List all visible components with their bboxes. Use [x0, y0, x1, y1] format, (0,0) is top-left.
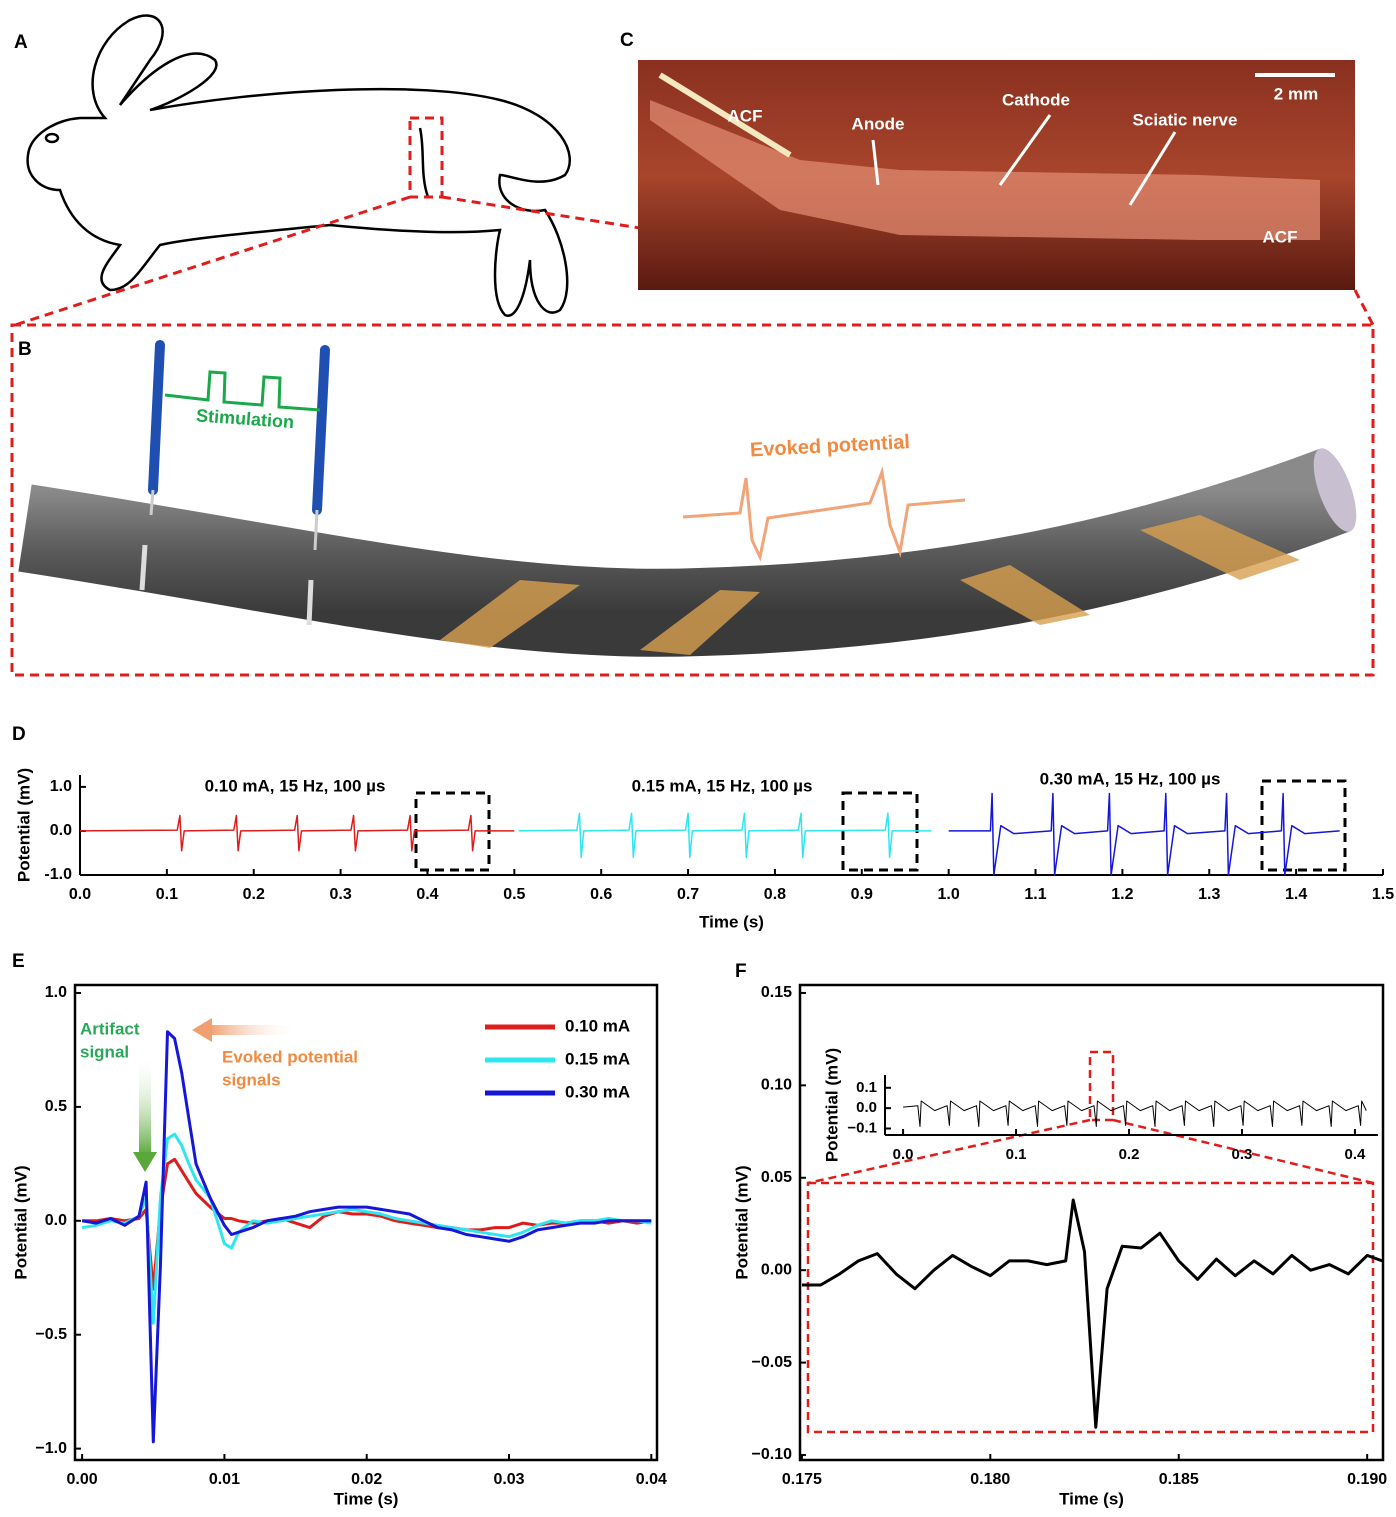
y-tick-label: 1.0	[50, 778, 72, 795]
x-tick-label: 0.4	[1345, 1146, 1367, 1163]
x-tick-label: 1.0	[938, 886, 960, 903]
y-axis-label: Potential (mV)	[732, 1165, 751, 1279]
annotation: signal	[80, 1042, 129, 1061]
x-tick-label: 0.2	[1119, 1146, 1140, 1163]
photo-label: ACF	[1263, 227, 1298, 246]
x-axis-label: Time (s)	[699, 912, 764, 931]
x-tick-label: 0.04	[636, 1471, 667, 1488]
x-tick-label: 1.3	[1198, 886, 1220, 903]
stim-wave	[165, 372, 320, 410]
y-tick-label: 0.0	[856, 1099, 877, 1116]
x-axis-label: Time (s)	[1059, 1489, 1124, 1508]
annotation: Evoked potential	[222, 1047, 358, 1066]
figure: ACF Anode Cathode Sciatic nerve ACF 2 mm…	[0, 0, 1396, 1512]
annotation: 0.10 mA, 15 Hz, 100 µs	[205, 776, 386, 795]
series-line	[949, 794, 1340, 876]
y-tick-label: 0.1	[856, 1079, 877, 1096]
x-tick-label: 0.1	[1006, 1146, 1027, 1163]
x-tick-label: 0.6	[590, 886, 612, 903]
y-tick-label: 0.5	[45, 1098, 67, 1115]
legend-label: 0.10 mA	[565, 1016, 630, 1035]
panel-label: B	[18, 339, 32, 360]
x-tick-label: 0.00	[67, 1471, 98, 1488]
scale-label: 2 mm	[1274, 84, 1318, 103]
x-tick-label: 0.5	[503, 886, 525, 903]
legend-label: 0.15 mA	[565, 1049, 630, 1068]
y-tick-label: 0.05	[761, 1169, 792, 1186]
panel-label: A	[14, 32, 28, 53]
panel-label: F	[735, 961, 747, 982]
y-axis-label: Potential (mV)	[14, 768, 33, 882]
x-tick-label: 0.9	[851, 886, 873, 903]
plot-frame	[800, 985, 1383, 1460]
photo-label: Sciatic nerve	[1133, 110, 1238, 129]
x-tick-label: 1.5	[1372, 886, 1394, 903]
x-tick-label: 0.0	[893, 1146, 914, 1163]
y-tick-label: −0.1	[847, 1119, 877, 1136]
panel-label: D	[12, 724, 26, 745]
series-line	[903, 1101, 1366, 1127]
x-tick-label: 0.175	[782, 1471, 822, 1488]
y-tick-label: −0.5	[35, 1326, 67, 1343]
y-tick-label: −0.10	[752, 1446, 793, 1463]
x-axis-label: Time (s)	[334, 1489, 399, 1508]
legend-label: 0.30 mA	[565, 1082, 630, 1101]
y-tick-label: 0.0	[45, 1212, 67, 1229]
evoked-arrow	[210, 1025, 298, 1035]
x-tick-label: 0.1	[156, 886, 178, 903]
y-tick-label: 1.0	[45, 984, 67, 1001]
x-tick-label: 0.180	[970, 1471, 1010, 1488]
y-tick-label: 0.15	[761, 984, 792, 1001]
photo-label: Anode	[852, 114, 905, 133]
x-tick-label: 1.2	[1111, 886, 1133, 903]
y-tick-label: -1.0	[44, 866, 72, 883]
series-line	[519, 813, 932, 857]
x-tick-label: 0.03	[493, 1471, 524, 1488]
zoom-boxes	[416, 781, 1345, 870]
photo-label: ACF	[728, 106, 763, 125]
y-tick-label: 0.00	[761, 1261, 792, 1278]
series-line	[802, 1200, 1382, 1427]
artifact-arrow	[139, 1055, 151, 1155]
evoked-label: Evoked potential	[749, 431, 910, 461]
x-tick-label: 0.7	[677, 886, 699, 903]
x-tick-label: 0.190	[1347, 1471, 1387, 1488]
page: {"panel_labels":["A","B","C","D","E","F"…	[0, 0, 1396, 1517]
y-tick-label: 0.10	[761, 1077, 792, 1094]
x-tick-label: 1.4	[1285, 886, 1307, 903]
annotation: Artifact	[80, 1019, 140, 1038]
x-tick-label: 0.02	[351, 1471, 382, 1488]
f-zoom	[808, 1052, 1373, 1432]
annotation: 0.15 mA, 15 Hz, 100 µs	[632, 776, 813, 795]
rabbit-drawing	[28, 16, 570, 316]
y-axis-label: Potential (mV)	[822, 1048, 841, 1162]
x-tick-label: 0.01	[209, 1471, 240, 1488]
x-tick-label: 0.3	[329, 886, 351, 903]
x-tick-label: 1.1	[1024, 886, 1046, 903]
panel-label: E	[12, 951, 25, 972]
artifact-arrowhead	[133, 1152, 157, 1172]
x-tick-label: 0.8	[764, 886, 786, 903]
nerve-tube	[25, 490, 1335, 613]
panel-label: C	[620, 30, 634, 51]
x-tick-label: 0.0	[69, 886, 91, 903]
x-tick-label: 0.3	[1232, 1146, 1253, 1163]
y-tick-label: 0.0	[50, 822, 72, 839]
x-tick-label: 0.4	[416, 886, 438, 903]
y-tick-label: −0.05	[752, 1354, 793, 1371]
photo-label: Cathode	[1002, 90, 1070, 109]
stim-label: Stimulation	[196, 405, 295, 432]
x-tick-label: 0.185	[1159, 1471, 1199, 1488]
annotation: signals	[222, 1070, 281, 1089]
y-tick-label: −1.0	[35, 1440, 67, 1457]
evoked-wave	[683, 472, 965, 557]
series-line	[80, 816, 514, 851]
annotation: 0.30 mA, 15 Hz, 100 µs	[1040, 769, 1221, 788]
x-tick-label: 0.2	[243, 886, 265, 903]
evoked-arrowhead	[192, 1018, 212, 1042]
y-axis-label: Potential (mV)	[11, 1165, 30, 1279]
